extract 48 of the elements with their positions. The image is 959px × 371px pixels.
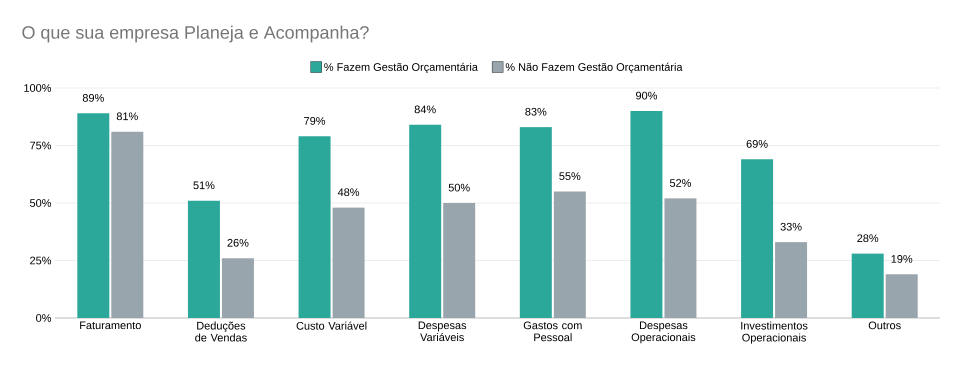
data-label: 51% xyxy=(193,181,214,190)
data-label: 83% xyxy=(525,108,546,116)
bar xyxy=(741,159,774,318)
x-tick-label: Faturamento xyxy=(80,322,141,330)
data-label: 89% xyxy=(82,94,104,102)
data-label: 48% xyxy=(338,188,360,196)
bar xyxy=(409,124,442,318)
bar xyxy=(554,191,586,318)
data-label: 84% xyxy=(414,106,436,114)
data-label: 90% xyxy=(636,92,658,100)
bar xyxy=(520,127,552,318)
y-tick-label: 100% xyxy=(24,84,52,92)
data-label: 19% xyxy=(892,255,912,263)
bar xyxy=(332,208,365,318)
x-tick-label: Custo Variável xyxy=(296,322,366,330)
bar xyxy=(630,110,662,318)
bar xyxy=(852,254,884,318)
data-label: 55% xyxy=(559,172,580,180)
y-tick-label: 0% xyxy=(36,314,52,322)
x-tick-label: Despesas Operacionais xyxy=(632,322,696,344)
bar xyxy=(886,274,918,318)
y-tick-label: 75% xyxy=(30,142,52,150)
bar xyxy=(222,258,254,318)
bar xyxy=(77,113,110,318)
x-tick-label: Deduções de Vendas xyxy=(195,322,247,342)
y-tick-label: 25% xyxy=(30,256,52,264)
data-label: 81% xyxy=(116,112,138,120)
bar xyxy=(298,136,331,318)
chart-title: O que sua empresa Planeja e Acompanha? xyxy=(22,26,369,42)
legend-label: % Não Fazem Gestão Orçamentária xyxy=(506,62,683,74)
bar xyxy=(775,242,808,318)
bar xyxy=(111,132,144,318)
x-tick-label: Gastos com Pessoal xyxy=(524,322,582,342)
data-label: 28% xyxy=(857,234,878,242)
x-tick-label: Despesas Variáveis xyxy=(418,322,466,342)
legend-label: % Fazem Gestão Orçamentária xyxy=(324,62,478,74)
x-tick-label: Investimentos Operacionais xyxy=(741,322,808,344)
x-tick-label: Outros xyxy=(868,322,901,330)
data-label: 50% xyxy=(448,184,470,192)
data-label: 69% xyxy=(746,140,768,148)
bar xyxy=(664,198,696,318)
data-label: 33% xyxy=(780,222,802,231)
bar xyxy=(443,202,476,318)
data-label: 52% xyxy=(670,179,692,187)
y-tick-label: 50% xyxy=(30,199,52,207)
data-label: 79% xyxy=(304,117,326,125)
data-label: 26% xyxy=(228,238,249,247)
bar xyxy=(188,200,220,318)
